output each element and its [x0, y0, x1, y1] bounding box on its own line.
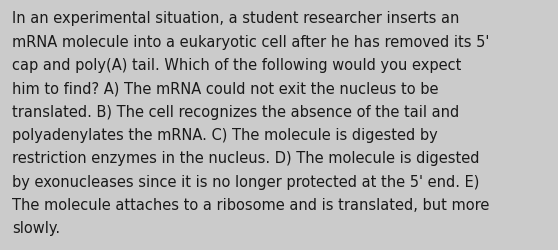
Text: slowly.: slowly.: [12, 220, 60, 236]
Text: translated. B) The cell recognizes the absence of the tail and: translated. B) The cell recognizes the a…: [12, 104, 460, 119]
Text: The molecule attaches to a ribosome and is translated, but more: The molecule attaches to a ribosome and …: [12, 197, 490, 212]
Text: In an experimental situation, a student researcher inserts an: In an experimental situation, a student …: [12, 11, 460, 26]
Text: restriction enzymes in the nucleus. D) The molecule is digested: restriction enzymes in the nucleus. D) T…: [12, 151, 480, 166]
Text: cap and poly(A) tail. Which of the following would you expect: cap and poly(A) tail. Which of the follo…: [12, 58, 461, 73]
Text: mRNA molecule into a eukaryotic cell after he has removed its 5': mRNA molecule into a eukaryotic cell aft…: [12, 34, 490, 50]
Text: polyadenylates the mRNA. C) The molecule is digested by: polyadenylates the mRNA. C) The molecule…: [12, 128, 438, 142]
Text: him to find? A) The mRNA could not exit the nucleus to be: him to find? A) The mRNA could not exit …: [12, 81, 439, 96]
Text: by exonucleases since it is no longer protected at the 5' end. E): by exonucleases since it is no longer pr…: [12, 174, 480, 189]
